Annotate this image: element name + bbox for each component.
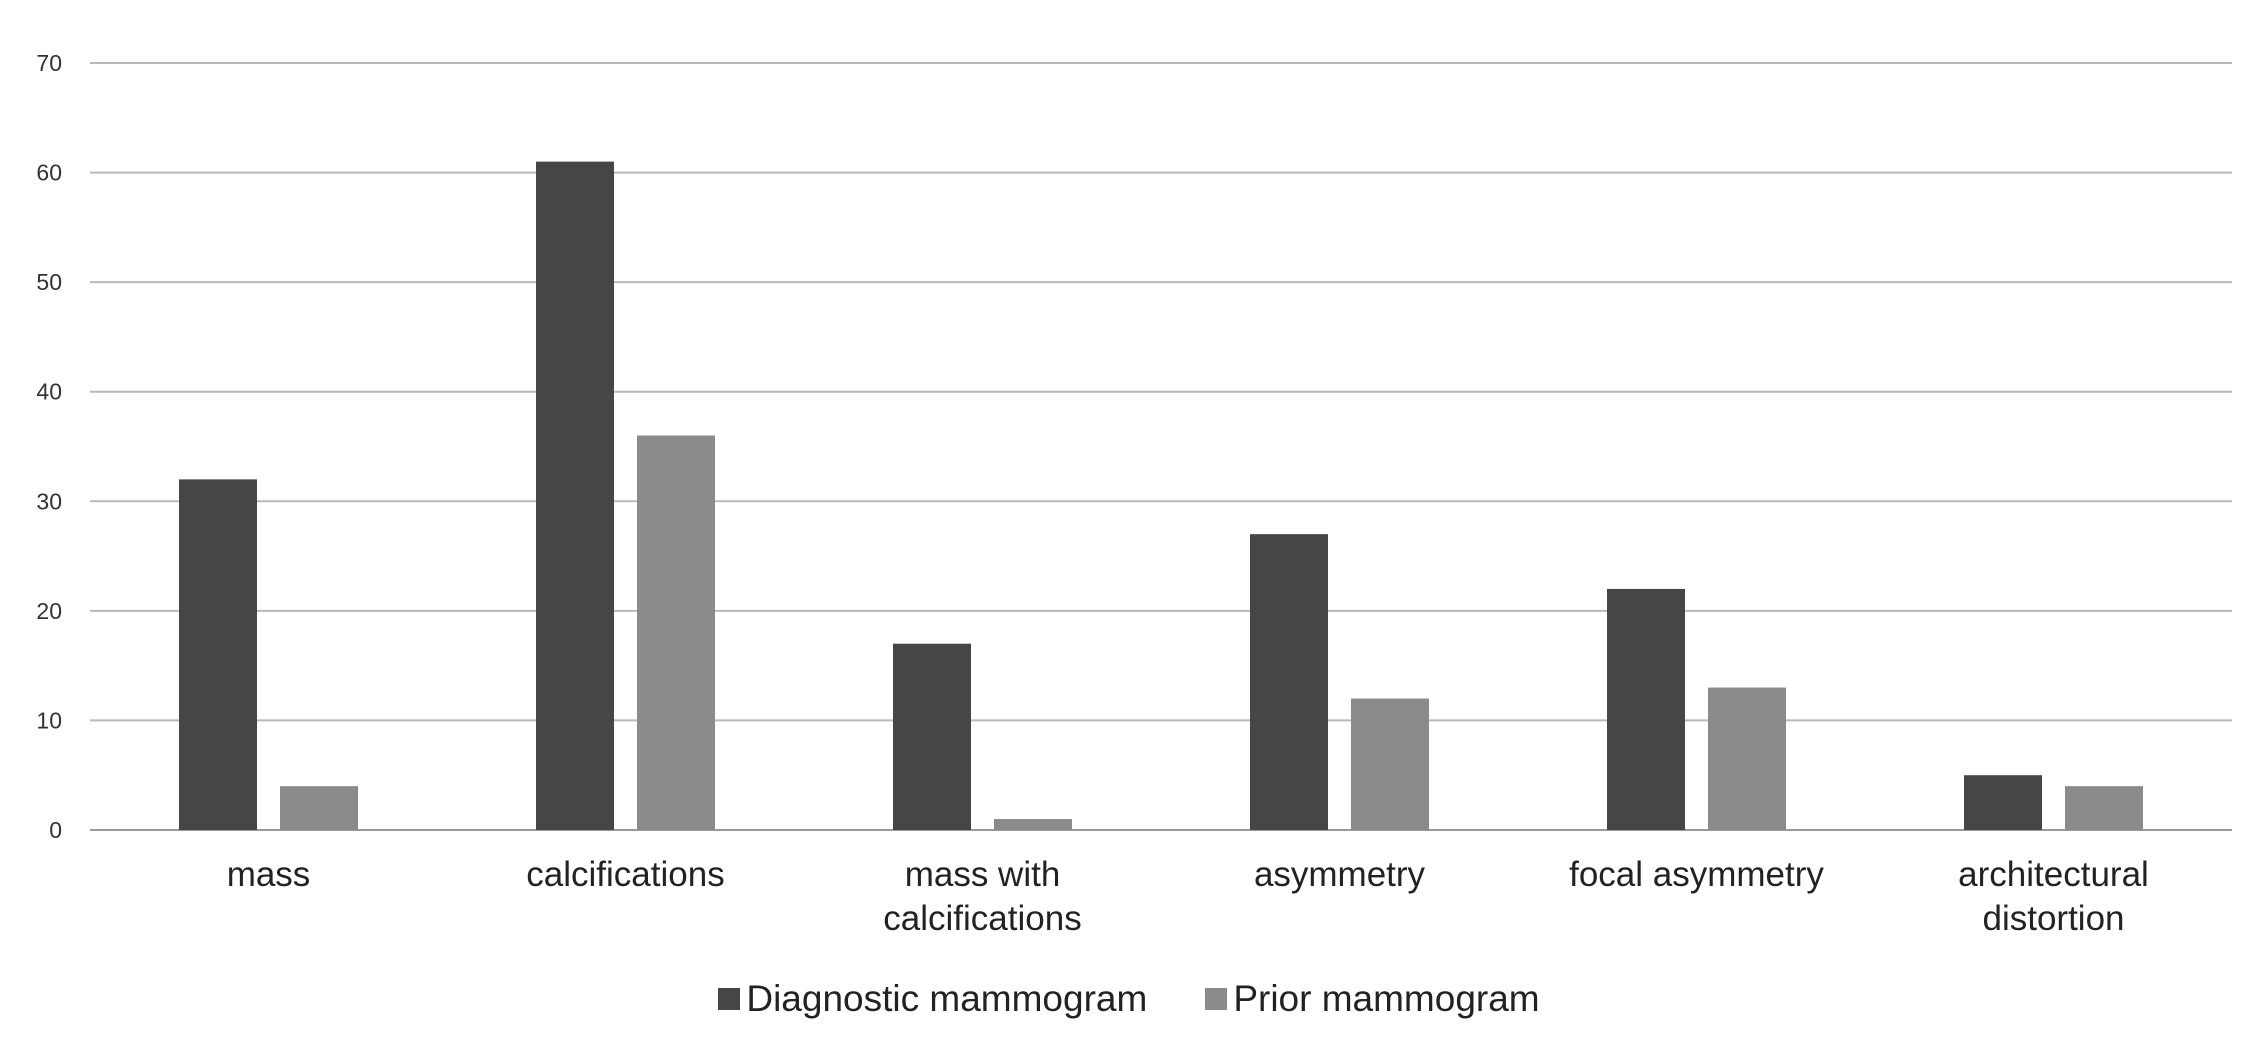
x-category-label-1: calcifications (526, 855, 724, 894)
bar-prior-5 (2065, 786, 2143, 830)
y-tick-label-10: 10 (36, 707, 62, 733)
x-category-label-2-line0: mass with (905, 855, 1061, 894)
legend-item-diagnostic: Diagnostic mammogram (718, 978, 1147, 1020)
x-category-label-5-line1: distortion (1982, 899, 2124, 938)
y-tick-label-70: 70 (36, 50, 62, 76)
y-tick-label-30: 30 (36, 488, 62, 514)
y-tick-label-40: 40 (36, 379, 62, 405)
bar-prior-3 (1351, 698, 1429, 830)
bar-diagnostic-3 (1250, 534, 1328, 830)
legend: Diagnostic mammogram Prior mammogram (0, 978, 2258, 1020)
y-tick-label-60: 60 (36, 160, 62, 186)
y-tick-label-50: 50 (36, 269, 62, 295)
x-category-label-0: mass (227, 855, 311, 894)
x-category-label-3: asymmetry (1254, 855, 1426, 894)
legend-swatch-diagnostic (718, 988, 741, 1010)
bar-prior-1 (637, 435, 715, 830)
y-tick-label-20: 20 (36, 598, 62, 624)
y-tick-label-0: 0 (49, 817, 62, 843)
bar-prior-4 (1708, 687, 1786, 830)
legend-label-prior: Prior mammogram (1233, 978, 1540, 1019)
legend-swatch-prior (1205, 988, 1228, 1010)
x-category-label-2-line1: calcifications (883, 899, 1081, 938)
legend-item-prior: Prior mammogram (1205, 978, 1540, 1020)
bar-diagnostic-5 (1964, 775, 2042, 830)
x-category-label-5-line0: architectural (1958, 855, 2149, 894)
bar-diagnostic-2 (893, 643, 971, 830)
bar-prior-2 (994, 819, 1072, 830)
bar-prior-0 (280, 786, 358, 830)
legend-label-diagnostic: Diagnostic mammogram (746, 978, 1148, 1019)
bar-diagnostic-0 (179, 479, 257, 830)
x-category-label-4: focal asymmetry (1569, 855, 1824, 894)
bar-diagnostic-4 (1607, 588, 1685, 830)
bar-diagnostic-1 (536, 161, 614, 831)
